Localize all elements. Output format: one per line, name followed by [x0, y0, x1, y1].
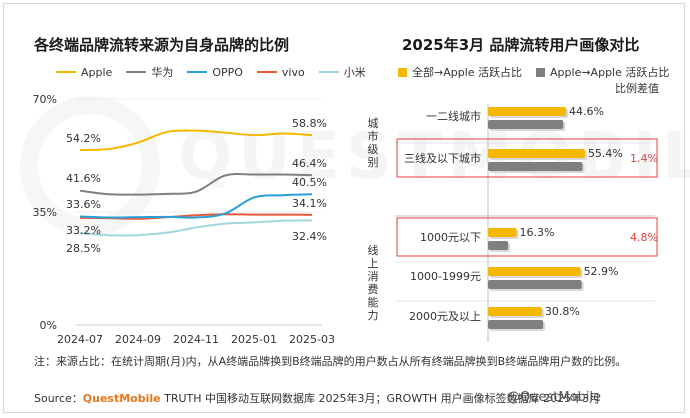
series-start-label: 33.6%: [66, 198, 101, 211]
legend-label-apple-to-apple: Apple→Apple 活跃占比: [550, 66, 670, 79]
bar-apple-to-apple: [488, 120, 564, 129]
legend-label-all-to-apple: 全部→Apple 活跃占比: [412, 66, 523, 79]
group-label-char: 费: [368, 283, 379, 296]
series-line-0: [79, 129, 313, 152]
diff-column-label: 比例差值: [615, 81, 659, 95]
diff-value: 4.8%: [630, 231, 658, 244]
source-line: Source：QuestMobile TRUTH 中国移动互联网数据库 2025…: [34, 390, 600, 406]
series-start-label: 33.2%: [66, 224, 101, 237]
legend-label-apple: Apple: [81, 65, 113, 79]
bar-all-to-apple: [488, 149, 585, 158]
bar-all-to-apple: [488, 307, 542, 316]
bar-value-label: 16.3%: [520, 226, 555, 239]
legend-item-oppo: OPPO: [187, 64, 243, 80]
legend-item-huawei: 华为: [126, 64, 173, 80]
legend-item-all-to-apple: 全部→Apple 活跃占比: [398, 64, 522, 80]
series-end-label: 32.4%: [292, 230, 327, 243]
group-label-char: 力: [368, 309, 379, 322]
x-tick-label: 2024-07: [57, 333, 103, 346]
legend-item-vivo: vivo: [256, 64, 305, 80]
series-line-4: [79, 219, 313, 237]
group-label-char: 级: [368, 143, 379, 156]
bar-chart-legend: 全部→Apple 活跃占比 Apple→Apple 活跃占比: [398, 64, 669, 80]
group-label-char: 线: [368, 243, 379, 257]
legend-swatch-huawei: [126, 71, 147, 73]
group-label-char: 别: [368, 156, 379, 169]
highlight-box: [396, 138, 658, 178]
bar-apple-to-apple: [488, 162, 583, 171]
category-label: 三线及以下城市: [404, 151, 481, 165]
bar-apple-to-apple: [488, 241, 509, 250]
legend-item-xiaomi: 小米: [318, 64, 366, 80]
series-start-label: 28.5%: [66, 242, 101, 255]
group-label-char: 消: [368, 269, 379, 283]
legend-label-vivo: vivo: [281, 65, 305, 79]
group-label-char: 城: [368, 117, 379, 130]
legend-label-oppo: OPPO: [212, 65, 243, 79]
group-label-char: 市: [368, 129, 379, 143]
series-start-label: 41.6%: [66, 172, 101, 185]
series-end-label: 58.8%: [292, 117, 327, 130]
source-prefix: Source：: [34, 392, 83, 405]
bar-value-label: 44.6%: [569, 105, 604, 118]
group-label: 城市级别: [368, 117, 379, 169]
y-tick-label: 70%: [33, 93, 57, 106]
bar-all-to-apple: [488, 228, 517, 237]
bar-all-to-apple: [488, 107, 567, 116]
diff-value: 1.4%: [630, 152, 658, 165]
legend-swatch-apple-to-apple: [536, 67, 546, 77]
category-label: 1000-1999元: [410, 270, 481, 283]
legend-swatch-vivo: [256, 71, 277, 73]
series-line-2: [79, 193, 313, 219]
line-chart: 70% 35% 0%2024-07 2024-09 2024-11 2025-01 2025…: [33, 93, 335, 346]
legend-item-apple-to-apple: Apple→Apple 活跃占比: [536, 64, 669, 80]
line-chart-legend: Apple 华为 OPPO vivo 小米: [56, 64, 366, 80]
bar-value-label: 30.8%: [545, 305, 580, 318]
bar-apple-to-apple: [488, 320, 544, 329]
legend-item-apple: Apple: [56, 64, 112, 80]
x-tick-label: 2025-01: [231, 333, 277, 346]
series-start-label: 54.2%: [66, 132, 101, 145]
y-tick-label: 0%: [40, 319, 57, 332]
category-label: 1000元以下: [420, 231, 481, 244]
category-label: 2000元及以上: [409, 310, 481, 323]
series-end-label: 34.1%: [292, 197, 327, 210]
series-line-1: [79, 172, 313, 196]
bar-value-label: 52.9%: [584, 265, 619, 278]
left-chart-title: 各终端品牌流转来源为自身品牌的比例: [34, 36, 290, 54]
legend-swatch-xiaomi: [318, 71, 339, 73]
highlight-box: [396, 217, 658, 257]
right-chart-title: 2025年3月 品牌流转用户画像对比: [402, 36, 640, 54]
series-end-label: 46.4%: [292, 157, 327, 170]
source-text: TRUTH 中国移动互联网数据库 2025年3月；GROWTH 用户画像标签数据…: [160, 392, 601, 405]
legend-swatch-all-to-apple: [398, 67, 407, 77]
footnote: 注：来源占比：在统计周期(月)内，从A终端品牌换到B终端品牌的用户数占从所有终端…: [34, 355, 627, 368]
legend-swatch-apple: [56, 71, 76, 73]
x-tick-label: 2024-09: [115, 333, 161, 346]
legend-label-huawei: 华为: [151, 66, 174, 79]
legend-label-xiaomi: 小米: [343, 66, 366, 79]
x-tick-label: 2024-11: [173, 333, 219, 346]
y-tick-label: 35%: [33, 206, 57, 219]
source-brand: QuestMobile: [82, 392, 161, 405]
group-label-char: 上: [368, 257, 379, 270]
category-label: 一二线城市: [426, 109, 481, 123]
bar-apple-to-apple: [488, 280, 582, 289]
x-tick-label: 2025-03: [289, 333, 335, 346]
group-label: 线上消费能力: [368, 243, 379, 322]
legend-swatch-oppo: [187, 71, 208, 73]
bar-all-to-apple: [488, 267, 581, 276]
corner-watermark: @QuestMobile: [507, 390, 601, 405]
bar-value-label: 55.4%: [588, 147, 623, 160]
series-end-label: 40.5%: [292, 176, 327, 189]
report-card: [3, 3, 685, 413]
group-label-char: 能: [368, 295, 379, 309]
